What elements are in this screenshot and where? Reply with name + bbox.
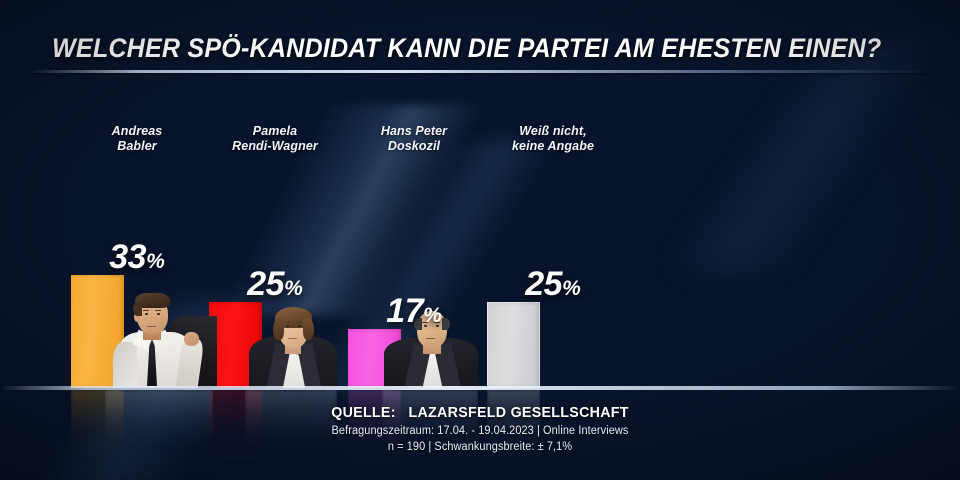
candidate-lastname: Doskozil [387, 139, 441, 153]
candidate-label-weiss-nicht: Weiß nicht, keine Angabe [453, 124, 653, 154]
candidate-answer-line1: Weiß nicht, [519, 124, 587, 138]
portrait-rendi-wagner [245, 300, 341, 388]
value-label-rendi-wagner: 25% [247, 265, 303, 303]
bar-reflection-rendi-wagner [209, 390, 262, 468]
chart-column-weiss-nicht: Weiß nicht, keine Angabe 25% [453, 0, 653, 480]
title-divider [30, 70, 930, 73]
candidate-lastname: Babler [117, 139, 157, 153]
portrait-reflection-doskozil [382, 390, 478, 450]
candidate-label-rendi-wagner: Pamela Rendi-Wagner [175, 124, 375, 154]
candidate-label-babler: Andreas Babler [37, 124, 237, 154]
chart-column-doskozil: Hans Peter Doskozil 17% [314, 0, 514, 480]
candidate-label-doskozil: Hans Peter Doskozil [314, 124, 514, 154]
portrait-babler [105, 293, 217, 388]
portrait-reflection-babler [105, 390, 213, 450]
portrait-image-babler [105, 293, 217, 388]
value-label-weiss-nicht: 25% [525, 265, 581, 303]
source-line: QUELLE: LAZARSFELD GESELLSCHAFT [24, 404, 936, 421]
portrait-doskozil [382, 298, 482, 388]
candidate-firstname: Hans Peter [380, 124, 448, 138]
bar-fill [487, 302, 540, 388]
candidate-lastname: Rendi-Wagner [232, 139, 318, 153]
candidate-answer-line2: keine Angabe [511, 139, 594, 153]
candidate-firstname: Pamela [252, 124, 298, 138]
footer: QUELLE: LAZARSFELD GESELLSCHAFT Befragun… [0, 404, 960, 453]
sample-size-line: n = 190 | Schwankungsbreite: ± 7,1% [387, 441, 573, 453]
source-label: QUELLE: [331, 404, 396, 421]
portrait-reflection-rendi-wagner [245, 390, 337, 450]
chart-column-rendi-wagner: Pamela Rendi-Wagner 25% [175, 0, 375, 480]
bar-reflection-doskozil [348, 390, 401, 468]
source-name: LAZARSFELD GESELLSCHAFT [408, 404, 629, 421]
value-label-babler: 33% [109, 238, 165, 276]
background-light-streak-4 [600, 40, 960, 270]
chart-baseline [0, 386, 960, 390]
value-label-doskozil: 17% [386, 292, 442, 330]
bar-reflection-babler [71, 390, 124, 468]
bar-weiss-nicht [487, 302, 540, 388]
survey-period-line: Befragungszeitraum: 17.04. - 19.04.2023 … [331, 425, 629, 437]
portrait-image-rendi-wagner [245, 300, 341, 388]
page-title: WELCHER SPÖ-KANDIDAT KANN DIE PARTEI AM … [52, 33, 882, 63]
candidate-firstname: Andreas [111, 124, 163, 138]
bar-reflection-weiss-nicht [487, 390, 540, 468]
portrait-image-doskozil [382, 298, 482, 388]
chart-column-babler: Andreas Babler 33% [37, 0, 237, 480]
